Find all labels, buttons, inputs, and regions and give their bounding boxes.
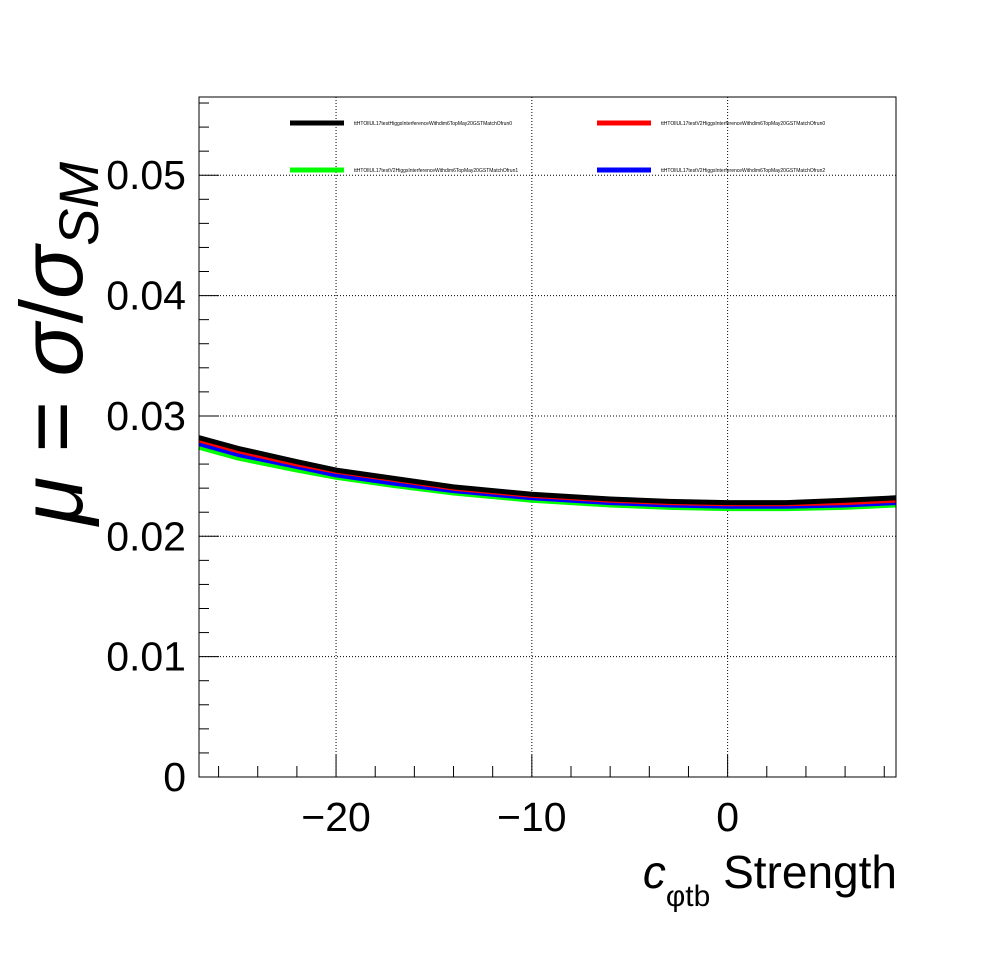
y-tick-label: 0.04 bbox=[106, 273, 186, 319]
y-tick-label: 0.01 bbox=[106, 634, 186, 680]
series-layer bbox=[198, 435, 897, 512]
series-line-0 bbox=[198, 435, 897, 506]
y-tick-label: 0.03 bbox=[106, 393, 186, 439]
y-axis-title-sigma2: σ bbox=[2, 243, 101, 299]
x-tick-label: −10 bbox=[497, 794, 567, 840]
legend-label: ttHTOllUL17testV2HiggsInterferenceWithdi… bbox=[354, 168, 518, 174]
y-axis-title-slash: / bbox=[2, 298, 101, 323]
x-axis-title-subscript: φtb bbox=[666, 880, 710, 913]
x-axis-title-suffix: Strength bbox=[710, 846, 897, 898]
x-tick-label: 0 bbox=[716, 794, 739, 840]
grid bbox=[199, 97, 896, 777]
tick-labels: −20 −10 0 0 0.01 0.02 0.03 0.04 0.05 bbox=[106, 152, 739, 840]
y-axis-title-sigma: σ bbox=[2, 320, 101, 376]
y-axis-title-subscript: SM bbox=[47, 162, 110, 246]
x-tick-label: −20 bbox=[301, 794, 371, 840]
y-axis-title-mu: μ bbox=[2, 477, 101, 527]
legend: ttHTOllUL17testHiggsInterferenceWithdim6… bbox=[290, 120, 825, 174]
legend-label: ttHTOllUL17testV2HiggsInterferenceWithdi… bbox=[661, 121, 825, 127]
y-tick-label: 0.02 bbox=[106, 513, 186, 559]
y-tick-label: 0.05 bbox=[106, 152, 186, 198]
y-tick-label: 0 bbox=[163, 754, 186, 800]
plot-frame bbox=[198, 96, 897, 778]
axis-ticks bbox=[199, 102, 885, 778]
x-axis-title: cφtb Strength bbox=[643, 846, 897, 913]
x-axis-title-main: c bbox=[643, 846, 666, 898]
y-axis-title-equals: = bbox=[2, 376, 101, 476]
legend-label: ttHTOllUL17testHiggsInterferenceWithdim6… bbox=[354, 121, 512, 127]
legend-label: ttHTOllUL17testV2HiggsInterferenceWithdi… bbox=[661, 168, 825, 174]
y-axis-title: μ = σ/σSM bbox=[2, 162, 110, 527]
